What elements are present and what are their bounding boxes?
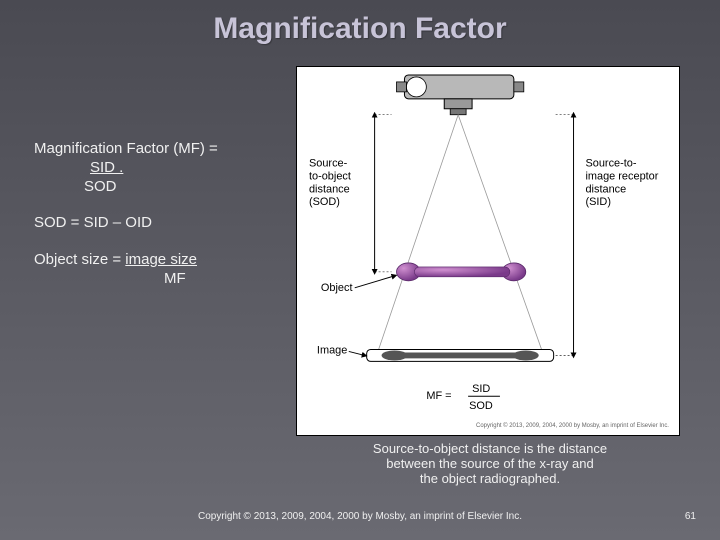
sod-label-3: distance: [309, 183, 350, 195]
copyright: Copyright © 2013, 2009, 2004, 2000 by Mo…: [0, 511, 720, 522]
sod-label-4: (SOD): [309, 196, 340, 208]
formula-imagesize: image size: [125, 251, 197, 268]
mf-eq-num: SID: [472, 383, 490, 395]
formula-objsize-lhs: Object size =: [34, 251, 121, 268]
formula-mf-lhs: Magnification Factor (MF) =: [34, 140, 284, 159]
sid-label-4: (SID): [585, 196, 611, 208]
image-label: Image: [317, 344, 347, 356]
formula-block: Magnification Factor (MF) = SID . SOD SO…: [34, 140, 284, 307]
caption: Source-to-object distance is the distanc…: [300, 442, 680, 487]
object-label: Object: [321, 282, 353, 294]
diagram: Source- to-object distance (SOD) Source-…: [296, 66, 680, 436]
diagram-credit: Copyright © 2013, 2009, 2004, 2000 by Mo…: [476, 422, 669, 429]
caption-l2: between the source of the x-ray and: [386, 456, 593, 471]
sid-label-3: distance: [585, 183, 626, 195]
sod-label-1: Source-: [309, 157, 348, 169]
formula-sid: SID .: [84, 159, 129, 176]
formula-sod: SOD: [34, 178, 284, 197]
caption-l1: Source-to-object distance is the distanc…: [373, 441, 607, 456]
mf-eq-lhs: MF =: [426, 390, 451, 402]
object-shape: [396, 263, 525, 281]
formula-sod-eq: SOD = SID – OID: [34, 214, 284, 233]
diagram-svg: Source- to-object distance (SOD) Source-…: [297, 67, 679, 435]
formula-mf-denom: MF: [34, 270, 284, 289]
page-title: Magnification Factor: [0, 0, 720, 46]
page-number: 61: [685, 511, 696, 522]
sid-label-2: image receptor: [585, 170, 658, 182]
sid-label-1: Source-to-: [585, 157, 636, 169]
mf-eq-den: SOD: [469, 400, 493, 412]
caption-l3: the object radiographed.: [420, 471, 560, 486]
sod-label-2: to-object: [309, 170, 351, 182]
